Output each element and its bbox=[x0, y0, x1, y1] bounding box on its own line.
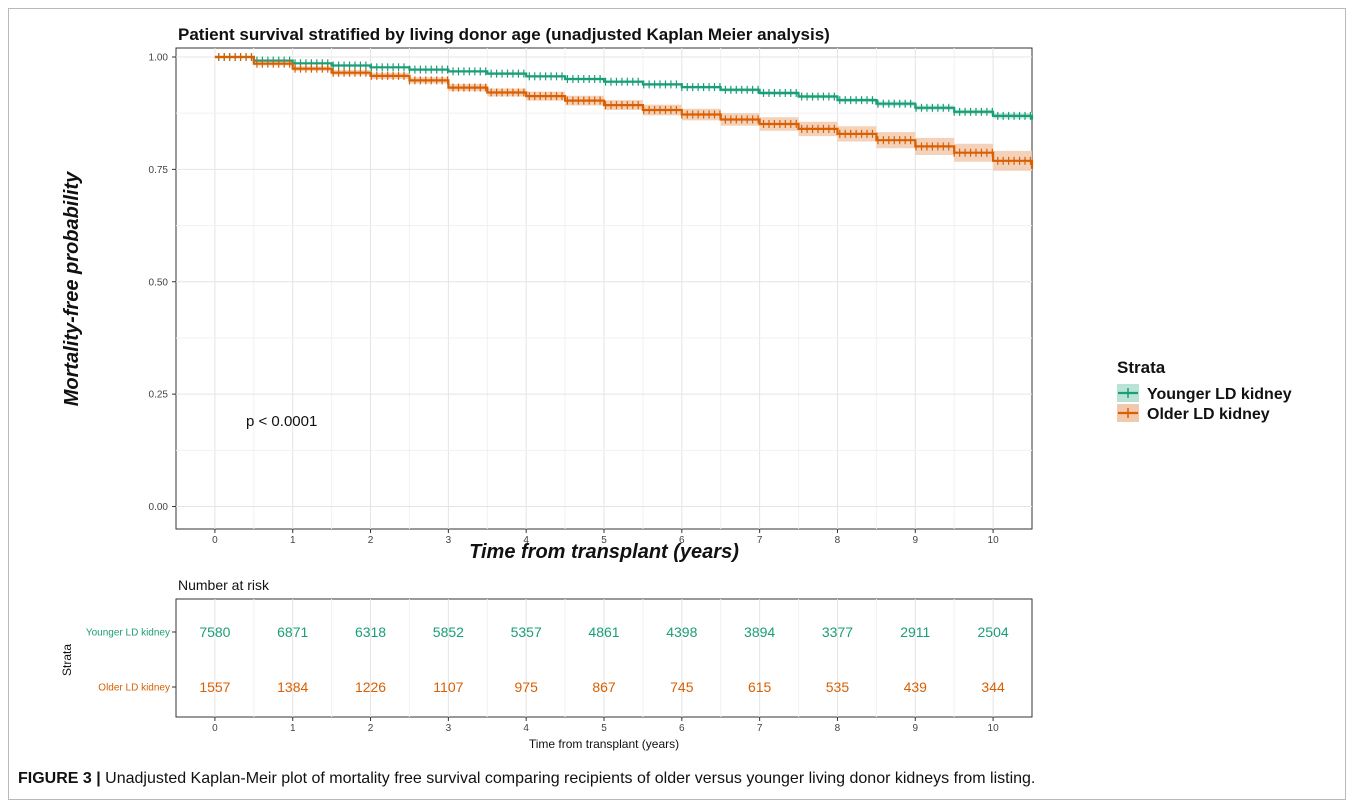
legend-entry-label: Older LD kidney bbox=[1147, 406, 1270, 423]
risk-x-tick-label: 6 bbox=[679, 723, 685, 734]
risk-x-tick-label: 4 bbox=[523, 723, 529, 734]
risk-x-tick-label: 9 bbox=[912, 723, 918, 734]
y-tick-label: 0.00 bbox=[149, 502, 169, 513]
y-tick-label: 0.25 bbox=[149, 390, 169, 401]
risk-cell: 439 bbox=[904, 679, 928, 695]
km-x-axis-label: Time from transplant (years) bbox=[469, 541, 739, 563]
caption-label: FIGURE 3 | bbox=[18, 770, 101, 787]
risk-x-tick-label: 5 bbox=[601, 723, 607, 734]
risk-cell: 1226 bbox=[355, 679, 386, 695]
survival-curve-older bbox=[214, 55, 1034, 169]
km-survival-curves bbox=[214, 55, 1034, 169]
legend-entry: Younger LD kidney bbox=[1117, 384, 1292, 403]
risk-table-x-axis-label: Time from transplant (years) bbox=[529, 737, 679, 751]
legend-entries: Younger LD kidney Older LD kidney bbox=[1117, 384, 1292, 423]
legend-title: Strata bbox=[1117, 358, 1166, 377]
risk-cell: 2911 bbox=[900, 624, 930, 640]
figure-canvas: Patient survival stratified by living do… bbox=[60, 25, 1292, 751]
x-tick-label: 5 bbox=[601, 535, 607, 546]
risk-x-tick-label: 8 bbox=[835, 723, 841, 734]
risk-cell: 5852 bbox=[433, 624, 464, 640]
risk-x-tick-label: 10 bbox=[988, 723, 1000, 734]
risk-cell: 4398 bbox=[666, 624, 697, 640]
legend-entry-label: Younger LD kidney bbox=[1147, 386, 1292, 403]
risk-cell: 6318 bbox=[355, 624, 386, 640]
risk-cell: 3377 bbox=[822, 624, 853, 640]
x-tick-label: 10 bbox=[988, 535, 1000, 546]
risk-cell: 867 bbox=[592, 679, 616, 695]
risk-cell: 1384 bbox=[277, 679, 308, 695]
survival-curve-younger bbox=[214, 55, 1034, 120]
risk-table-title: Number at risk bbox=[178, 577, 270, 593]
risk-table-gridlines bbox=[214, 599, 994, 717]
km-y-axis-ticks: 0.00 0.25 0.50 0.75 1.00 bbox=[149, 52, 176, 513]
x-tick-label: 1 bbox=[290, 535, 296, 546]
risk-row: Older LD kidney 1557 1384 1226 1107 975 867 745… bbox=[98, 679, 1005, 695]
risk-row-label: Older LD kidney bbox=[98, 683, 170, 694]
x-tick-label: 8 bbox=[835, 535, 841, 546]
risk-cell: 1557 bbox=[199, 679, 230, 695]
x-tick-label: 4 bbox=[523, 535, 529, 546]
risk-table-x-ticks: 0 1 2 3 4 5 6 7 8 9 10 bbox=[212, 717, 999, 734]
x-tick-label: 3 bbox=[446, 535, 452, 546]
risk-cell: 7580 bbox=[199, 624, 230, 640]
risk-x-tick-label: 1 bbox=[290, 723, 296, 734]
risk-table-y-axis-label: Strata bbox=[60, 644, 74, 676]
legend: Strata Younger LD kidney Older LD kidney bbox=[1117, 358, 1292, 423]
risk-row-label: Younger LD kidney bbox=[86, 628, 170, 639]
legend-entry: Older LD kidney bbox=[1117, 404, 1270, 423]
x-tick-label: 9 bbox=[912, 535, 918, 546]
y-tick-label: 1.00 bbox=[149, 52, 169, 63]
risk-cell: 2504 bbox=[978, 624, 1009, 640]
x-tick-label: 6 bbox=[679, 535, 685, 546]
risk-x-tick-label: 3 bbox=[446, 723, 452, 734]
risk-table-rows: Younger LD kidney 7580 6871 6318 5852 5357 486… bbox=[86, 624, 1009, 695]
y-tick-label: 0.75 bbox=[149, 165, 169, 176]
km-censor-marks bbox=[218, 52, 1032, 165]
risk-row: Younger LD kidney 7580 6871 6318 5852 5357 486… bbox=[86, 624, 1009, 640]
risk-cell: 535 bbox=[826, 679, 850, 695]
risk-cell: 975 bbox=[515, 679, 539, 695]
risk-cell: 1107 bbox=[433, 679, 463, 695]
risk-x-tick-label: 2 bbox=[368, 723, 374, 734]
x-tick-label: 7 bbox=[757, 535, 763, 546]
risk-cell: 6871 bbox=[277, 624, 308, 640]
risk-x-tick-label: 0 bbox=[212, 723, 218, 734]
risk-cell: 3894 bbox=[744, 624, 775, 640]
figure-caption: FIGURE 3 | Unadjusted Kaplan-Meir plot o… bbox=[18, 770, 1338, 788]
risk-cell: 344 bbox=[981, 679, 1005, 695]
risk-cell: 5357 bbox=[511, 624, 542, 640]
caption-text: Unadjusted Kaplan-Meir plot of mortality… bbox=[100, 770, 1036, 787]
km-plot-area bbox=[175, 47, 1034, 530]
x-tick-label: 0 bbox=[212, 535, 218, 546]
km-x-axis-ticks: 0 1 2 3 4 5 6 7 8 9 10 bbox=[212, 529, 999, 546]
x-tick-label: 2 bbox=[368, 535, 374, 546]
p-value-annotation: p < 0.0001 bbox=[246, 413, 317, 430]
y-tick-label: 0.50 bbox=[149, 277, 169, 288]
risk-cell: 4861 bbox=[588, 624, 619, 640]
risk-x-tick-label: 7 bbox=[757, 723, 763, 734]
risk-cell: 615 bbox=[748, 679, 772, 695]
risk-cell: 745 bbox=[670, 679, 694, 695]
km-y-axis-label: Mortality-free probability bbox=[61, 171, 83, 406]
km-chart-title: Patient survival stratified by living do… bbox=[178, 25, 830, 44]
